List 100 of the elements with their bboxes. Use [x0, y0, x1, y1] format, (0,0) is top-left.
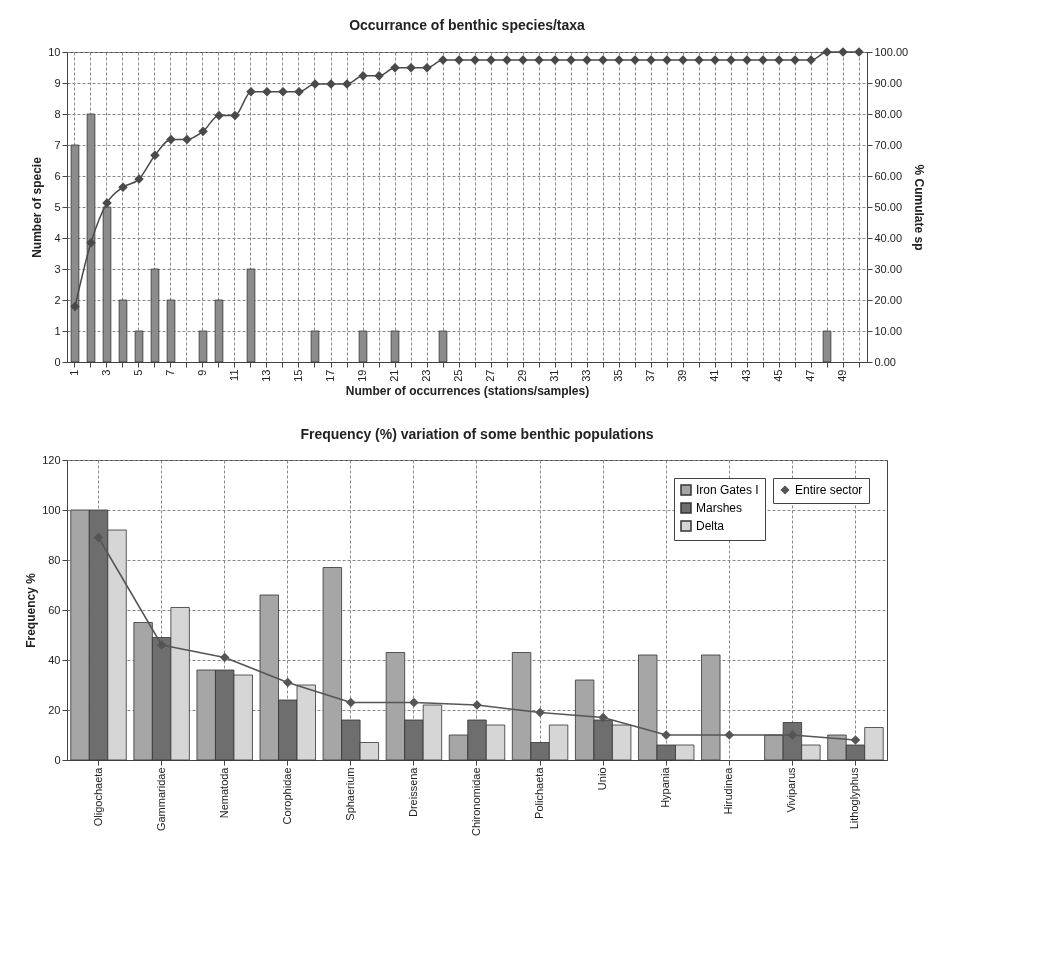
point: [678, 55, 688, 65]
y2-tick-label: 40.00: [874, 231, 903, 244]
point: [70, 302, 80, 311]
x-tick-label: 9: [196, 369, 208, 376]
x-tick-label: 39: [676, 369, 688, 382]
x-tick-label: 45: [772, 369, 784, 382]
point: [166, 135, 176, 144]
point: [390, 63, 400, 73]
point: [182, 135, 192, 144]
point: [283, 678, 293, 687]
point: [246, 87, 256, 97]
y2-tick-label: 0.00: [874, 355, 896, 368]
point: [472, 700, 482, 710]
point: [310, 79, 320, 89]
y-tick-label: 120: [42, 453, 61, 466]
point: [598, 55, 608, 65]
x-tick-label: Hirudinea: [722, 766, 735, 815]
point: [646, 55, 656, 65]
point: [838, 47, 848, 57]
point: [409, 698, 419, 707]
y2-axis-title: % Cumulate sp: [912, 164, 927, 251]
x-tick-label: 7: [164, 369, 176, 376]
x-axis-title: Number of occurrences (stations/samples): [345, 383, 590, 398]
x-tick-label: Oligochaeta: [91, 766, 104, 827]
point: [157, 640, 166, 650]
point: [724, 730, 734, 740]
x-tick-label: Corophidae: [280, 767, 293, 825]
legend-label: Delta: [696, 519, 725, 533]
point: [518, 55, 528, 65]
y-tick-label: 6: [54, 169, 61, 182]
point: [726, 55, 736, 65]
point: [598, 713, 608, 722]
point: [758, 55, 768, 65]
y2-tick-label: 70.00: [874, 138, 903, 151]
point: [230, 111, 240, 120]
x-tick-label: 17: [324, 369, 336, 382]
x-tick-label: 41: [708, 369, 720, 382]
x-tick-label: 31: [548, 369, 560, 382]
y-tick-label: 2: [54, 293, 61, 306]
x-tick-label: Dreissena: [406, 766, 419, 818]
y-tick-label: 60: [48, 603, 61, 616]
y2-tick-label: 100.00: [874, 45, 909, 58]
point: [851, 735, 860, 745]
point: [214, 111, 224, 120]
chart-title: Frequency (%) variation of some benthic populations: [300, 426, 654, 442]
y-axis-title: Frequency %: [24, 572, 39, 648]
point: [774, 55, 784, 65]
point: [742, 55, 752, 65]
point: [374, 71, 384, 81]
point: [470, 55, 480, 65]
y2-tick-label: 80.00: [874, 107, 903, 120]
point: [294, 87, 304, 97]
y2-tick-label: 90.00: [874, 76, 903, 89]
x-tick-label: Hypania: [659, 766, 672, 808]
x-tick-label: 37: [644, 369, 656, 382]
legend-label: Marshes: [696, 501, 743, 515]
y-tick-label: 9: [54, 76, 61, 89]
y-tick-label: 20: [48, 703, 61, 716]
y-tick-label: 0: [54, 355, 61, 368]
y-tick-label: 7: [54, 138, 61, 151]
point: [710, 55, 720, 65]
x-tick-label: Gammaridae: [154, 767, 167, 832]
point: [614, 55, 624, 65]
y-axis-title: Number of specie: [30, 156, 45, 258]
point: [150, 150, 160, 160]
point: [94, 533, 103, 542]
x-tick-label: 29: [516, 369, 528, 382]
point: [502, 55, 512, 65]
x-tick-label: 27: [484, 369, 496, 382]
y-tick-label: 1: [54, 324, 61, 337]
x-tick-label: 25: [452, 369, 464, 382]
point: [822, 47, 832, 57]
y2-tick-label: 20.00: [874, 293, 903, 306]
x-tick-label: 43: [740, 369, 752, 382]
point: [262, 87, 272, 97]
y-tick-label: 4: [54, 231, 61, 244]
point: [661, 730, 671, 740]
point: [118, 182, 128, 192]
y-tick-label: 5: [54, 200, 61, 213]
point: [342, 79, 352, 89]
y2-tick-label: 50.00: [874, 200, 903, 213]
x-tick-label: 13: [260, 369, 272, 382]
y2-tick-label: 30.00: [874, 262, 903, 275]
x-tick-label: 3: [100, 369, 112, 376]
point: [630, 55, 640, 65]
point: [346, 698, 356, 707]
point: [86, 238, 96, 247]
point: [198, 127, 208, 136]
point: [422, 63, 432, 73]
point: [358, 71, 368, 81]
point: [566, 55, 576, 65]
point: [854, 47, 864, 57]
legend-label: Entire sector: [795, 483, 863, 497]
x-tick-label: 11: [228, 369, 240, 381]
y-tick-label: 100: [42, 503, 61, 516]
point: [278, 87, 288, 97]
x-tick-label: 47: [804, 369, 816, 382]
x-tick-label: 15: [292, 369, 304, 382]
point: [582, 55, 592, 65]
legend-label: Iron Gates I: [696, 483, 759, 497]
